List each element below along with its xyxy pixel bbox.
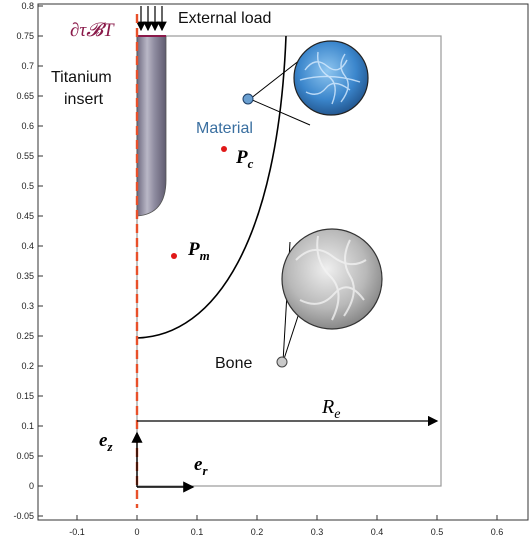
point-pm-sub: m: [200, 248, 210, 263]
x-tick-label: -0.1: [69, 527, 85, 537]
x-tick-label: 0.5: [431, 527, 444, 537]
bone-label: Bone: [215, 355, 252, 372]
er-label: er: [194, 454, 208, 478]
material-zoom: [242, 40, 369, 126]
y-tick-label: 0.3: [21, 301, 34, 311]
y-tick-label: 0.4: [21, 241, 34, 251]
er-letter: e: [194, 454, 203, 475]
x-tick-label: 0: [134, 527, 139, 537]
external-load-label: External load: [178, 10, 271, 27]
point-pc-label: Pc: [235, 147, 254, 171]
titanium-label-line2: insert: [64, 91, 104, 108]
titanium-label-line1: Titanium: [51, 69, 112, 86]
point-pc-marker: [221, 146, 227, 152]
y-tick-label: 0.35: [16, 271, 34, 281]
point-pm-marker: [171, 253, 177, 259]
titanium-insert: [136, 35, 167, 217]
y-tick-label: 0.7: [21, 61, 34, 71]
x-tick-label: 0.3: [311, 527, 324, 537]
y-axis-ticks: 0.8 0.75 0.7 0.65 0.6 0.55 0.5 0.45 0.4 0.35 0.3 0.…: [13, 1, 43, 521]
y-tick-label: 0.6: [21, 121, 34, 131]
boundary-symbol: ∂τ𝓑T: [70, 20, 115, 41]
ez-letter: e: [99, 430, 108, 451]
x-tick-label: 0.2: [251, 527, 264, 537]
ez-sub: z: [106, 439, 113, 454]
bone-point-marker: [276, 356, 288, 368]
external-load-arrows: [136, 6, 167, 32]
y-tick-label: 0.15: [16, 391, 34, 401]
er-sub: r: [202, 463, 208, 478]
y-tick-label: 0.45: [16, 211, 34, 221]
y-tick-label: 0.25: [16, 331, 34, 341]
material-label: Material: [196, 120, 253, 137]
y-tick-label: 0.55: [16, 151, 34, 161]
radius-letter: R: [321, 396, 334, 418]
point-pc-letter: P: [235, 147, 248, 168]
y-tick-label: 0.05: [16, 451, 34, 461]
ez-label: ez: [99, 430, 113, 454]
x-axis-ticks: -0.1 0 0.1 0.2 0.3 0.4 0.5 0.6: [69, 515, 503, 537]
point-pm-letter: P: [187, 239, 200, 260]
y-tick-label: 0.2: [21, 361, 34, 371]
y-tick-label: 0.8: [21, 1, 34, 11]
y-tick-label: 0.5: [21, 181, 34, 191]
y-tick-label: 0.65: [16, 91, 34, 101]
x-tick-label: 0.6: [491, 527, 504, 537]
y-tick-label: -0.05: [13, 511, 34, 521]
y-tick-label: 0: [29, 481, 34, 491]
radius-sub: e: [334, 407, 340, 422]
y-tick-label: 0.1: [21, 421, 34, 431]
x-tick-label: 0.1: [191, 527, 204, 537]
radius-label: Re: [321, 396, 340, 422]
material-point-marker: [242, 93, 254, 105]
bone-zoom: [276, 228, 383, 368]
point-pc-sub: c: [248, 156, 254, 171]
y-tick-label: 0.75: [16, 31, 34, 41]
point-pm-label: Pm: [187, 239, 210, 263]
plot-frame: [37, 3, 529, 521]
x-tick-label: 0.4: [371, 527, 384, 537]
